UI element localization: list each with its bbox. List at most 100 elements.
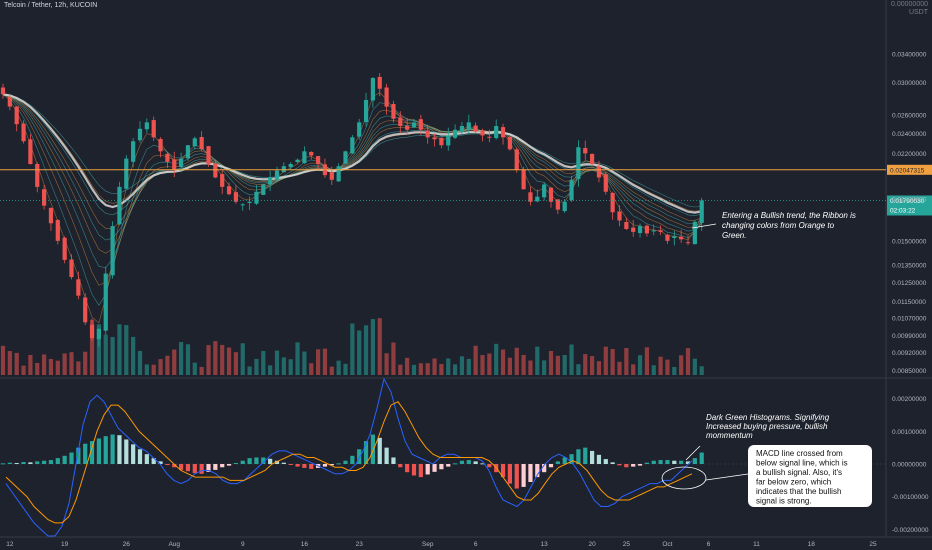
candle-body — [233, 192, 238, 202]
volume-bar — [391, 342, 396, 375]
volume-bar — [466, 358, 471, 375]
time-axis-label: 18 — [808, 541, 816, 548]
candle-body — [480, 130, 485, 136]
volume-bar — [535, 346, 540, 375]
volume-bar — [459, 356, 465, 375]
macd-histogram-bar — [487, 464, 492, 468]
macd-histogram-bar — [425, 464, 430, 475]
signal-line — [5, 401, 693, 524]
volume-bar — [96, 324, 101, 375]
macd-histogram-bar — [137, 449, 143, 464]
macd-histogram-bar — [336, 463, 341, 465]
candle-body — [446, 135, 451, 146]
volume-bar — [117, 324, 122, 375]
macd-histogram-bar — [309, 464, 314, 469]
candle-body — [336, 166, 341, 182]
price-axis-label: 0.01250000 — [892, 280, 927, 287]
macd-note-line: far below zero, which — [756, 478, 831, 487]
volume-bar — [35, 362, 40, 375]
candle-body — [110, 226, 115, 276]
volume-bar — [432, 358, 437, 375]
volume-bar — [76, 361, 81, 375]
macd-histogram-bar — [507, 464, 512, 484]
macd-histogram-bar — [692, 458, 697, 464]
macd-histogram-bar — [617, 464, 622, 466]
candle-body — [425, 130, 430, 138]
volume-bar — [350, 323, 355, 375]
macd-histogram-bar — [521, 464, 526, 487]
volume-bar — [446, 358, 451, 375]
macd-note-line: below signal line, which is — [756, 459, 848, 468]
annotations: Entering a Bullish trend, the Ribbon isc… — [661, 211, 872, 507]
candle-body — [76, 279, 81, 296]
candle-body — [411, 122, 417, 128]
volume-bar — [569, 344, 574, 375]
macd-note-line: a bullish signal. Also, it's — [756, 468, 842, 477]
macd-histogram-bar — [226, 464, 232, 466]
candle-body — [302, 151, 307, 164]
volume-bar — [110, 336, 115, 375]
volume-bar — [295, 342, 300, 375]
candle-body — [692, 221, 697, 245]
price-axis-label: 0.01070000 — [892, 315, 927, 322]
time-axis-label: 25 — [623, 541, 631, 548]
current-price-tag-bg — [887, 195, 932, 216]
candle-body — [199, 137, 204, 150]
macd-histogram-bar — [405, 464, 410, 473]
volume-bar — [192, 362, 197, 375]
symbol-legend[interactable]: Telcoin / Tether, 12h, KUCOIN — [4, 2, 98, 9]
volume-bar — [590, 356, 595, 375]
candle-body — [644, 225, 649, 234]
volume-bar — [480, 355, 485, 375]
candle-body — [473, 125, 478, 132]
currency-label: USDT — [908, 9, 928, 16]
volume-bar — [14, 352, 19, 375]
time-axis-label: Aug — [168, 541, 180, 548]
price-candles[interactable] — [0, 72, 704, 347]
candle-body — [487, 136, 492, 138]
price-axis-top-value: 0.00000000 — [891, 1, 928, 8]
macd-histogram-bar — [658, 460, 663, 464]
candle-body — [117, 186, 122, 225]
macd-histogram-bar — [590, 450, 595, 464]
candle-body — [576, 147, 581, 179]
macd-histogram-bar — [48, 460, 54, 464]
macd-histogram-bar — [199, 464, 204, 474]
macd-pane[interactable] — [0, 377, 886, 537]
histogram-note-arrow — [685, 445, 701, 461]
macd-histogram-bar — [672, 460, 677, 464]
volume-bar — [363, 325, 369, 375]
volume-bar — [247, 366, 252, 375]
volume-bar — [309, 363, 314, 375]
macd-histogram-bar — [528, 464, 533, 482]
volume-bar — [692, 358, 697, 375]
candle-body — [35, 164, 40, 187]
histogram-note-line: Dark Green Histograms. Signifying — [706, 413, 830, 422]
macd-histogram-bar — [569, 454, 574, 464]
candle-body — [672, 236, 677, 238]
candle-body — [83, 297, 88, 323]
macd-histogram-bar — [555, 461, 560, 464]
macd-histogram-bar — [35, 461, 40, 464]
current-price-tag: 0.01790030 — [890, 198, 925, 205]
macd-histogram-bar — [329, 464, 334, 466]
volume-bar — [398, 364, 403, 375]
volume-bar — [233, 352, 238, 375]
ribbon-note-line: Green. — [722, 231, 746, 240]
volume-bar — [240, 343, 245, 375]
macd-histogram-bar — [624, 464, 629, 468]
macd-histogram-bar — [459, 460, 465, 464]
macd-histogram-bar — [151, 458, 156, 464]
candle-body — [494, 126, 499, 139]
macd-histogram-bar — [42, 460, 47, 464]
macd-histogram-bar — [62, 455, 67, 464]
volume-bar — [699, 366, 704, 375]
candle-body — [377, 76, 382, 89]
candle-body — [651, 230, 656, 232]
candle-body — [89, 324, 95, 339]
macd-histogram-bar — [28, 462, 33, 464]
axes: 0.03400000 0.03000000 0.02600000 0.02400000… — [6, 51, 929, 548]
time-axis-label: Sep — [422, 541, 434, 548]
candle-body — [466, 122, 471, 130]
